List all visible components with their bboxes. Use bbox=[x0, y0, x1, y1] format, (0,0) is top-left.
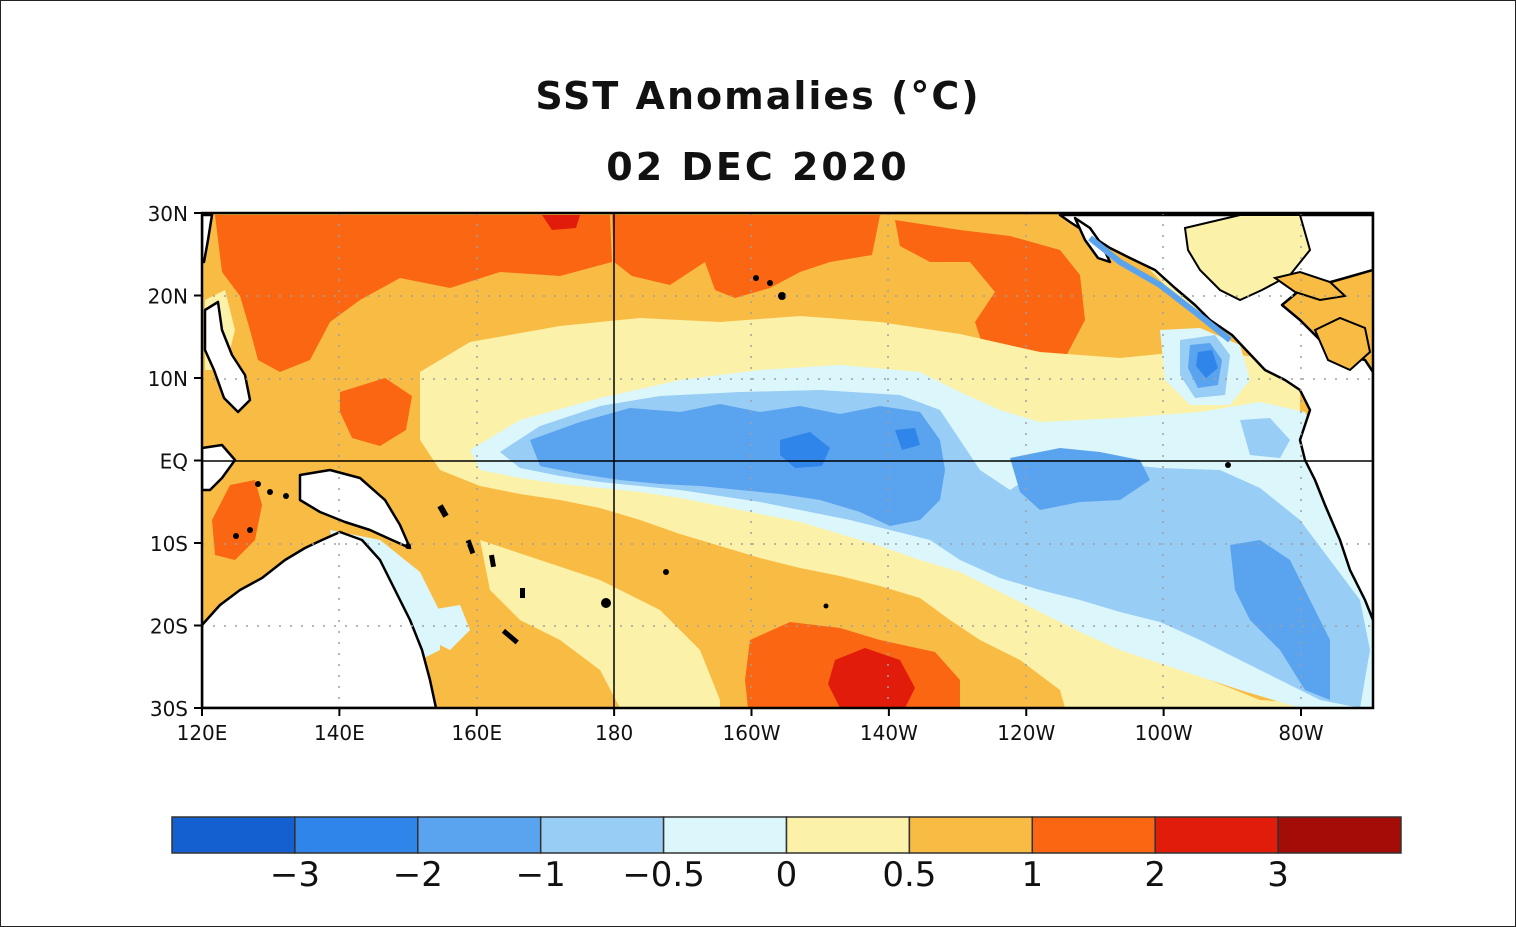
anomaly-field bbox=[202, 213, 1373, 708]
legend-swatch bbox=[662, 816, 788, 854]
lon-label: 160E bbox=[451, 721, 502, 745]
legend-swatch bbox=[1277, 816, 1402, 854]
caribbean-region bbox=[1272, 270, 1348, 302]
legend-swatch bbox=[294, 816, 419, 854]
legend-label: −3 bbox=[270, 855, 320, 895]
legend-label: −1 bbox=[516, 855, 566, 895]
legend-swatch bbox=[1031, 816, 1156, 854]
islands bbox=[233, 275, 1231, 645]
lon-label: 140W bbox=[860, 721, 918, 745]
legend-label: −2 bbox=[393, 855, 443, 895]
warm-2-3-patches bbox=[542, 215, 915, 708]
lon-label: 100W bbox=[1135, 721, 1193, 745]
caribbean-sea-patch bbox=[1313, 316, 1372, 372]
legend-label: 3 bbox=[1267, 855, 1289, 895]
lat-label: 10S bbox=[150, 532, 188, 556]
legend-swatch bbox=[785, 816, 911, 854]
legend-label: 0.5 bbox=[882, 855, 936, 895]
legend-swatch bbox=[1154, 816, 1279, 854]
longitude-axis: 120E 140E 160E 180 160W 140W 120W 100W 80W bbox=[177, 708, 1324, 745]
lon-label: 140E bbox=[314, 721, 365, 745]
lon-label: 160W bbox=[723, 721, 781, 745]
land-masses bbox=[202, 213, 1373, 708]
color-legend: −3 −2 −1 −0.5 0 0.5 1 2 3 bbox=[171, 816, 1402, 895]
legend-swatch bbox=[417, 816, 542, 854]
legend-label: 0 bbox=[776, 855, 798, 895]
lat-label: 30S bbox=[150, 697, 188, 721]
lon-label: 80W bbox=[1278, 721, 1323, 745]
coastal-cool-band bbox=[1088, 235, 1232, 343]
legend-label: −0.5 bbox=[622, 855, 705, 895]
legend-swatch bbox=[539, 816, 665, 854]
latitude-axis: 30N 20N 10N EQ 10S 20S 30S bbox=[148, 202, 202, 721]
legend-label: 1 bbox=[1021, 855, 1043, 895]
lat-label: 10N bbox=[148, 367, 188, 391]
chart-title: SST Anomalies (°C) bbox=[535, 74, 981, 118]
lat-label: EQ bbox=[160, 450, 188, 474]
cool-1-2-patches bbox=[530, 343, 1330, 700]
chart-date: 02 DEC 2020 bbox=[606, 145, 910, 189]
lat-label: 20N bbox=[148, 285, 188, 309]
lat-label: 30N bbox=[148, 202, 188, 226]
legend-label: 2 bbox=[1144, 855, 1166, 895]
lon-label: 120W bbox=[997, 721, 1055, 745]
cool-2-3-patches bbox=[780, 350, 1218, 468]
lon-label: 180 bbox=[595, 721, 633, 745]
lat-label: 20S bbox=[150, 615, 188, 639]
legend-swatch bbox=[171, 816, 296, 854]
legend-swatch bbox=[908, 816, 1034, 854]
lon-label: 120E bbox=[177, 721, 228, 745]
